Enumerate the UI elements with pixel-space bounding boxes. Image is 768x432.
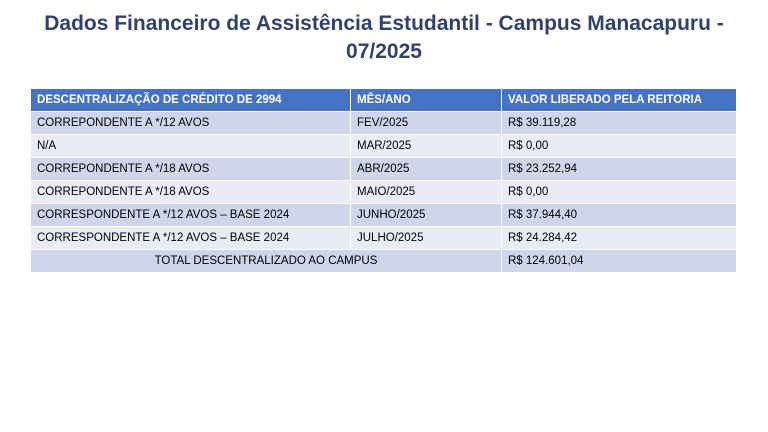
cell-mes-ano: JULHO/2025 <box>351 227 502 250</box>
cell-descricao: CORREPONDENTE A */18 AVOS <box>31 181 351 204</box>
table-row: N/A MAR/2025 R$ 0,00 <box>31 135 736 158</box>
table-header-row: DESCENTRALIZAÇÃO DE CRÉDITO DE 2994 MÊS/… <box>31 89 736 112</box>
total-label: TOTAL DESCENTRALIZADO AO CAMPUS <box>31 250 502 273</box>
cell-descricao: CORRESPONDENTE A */12 AVOS – BASE 2024 <box>31 227 351 250</box>
cell-descricao: CORREPONDENTE A */12 AVOS <box>31 112 351 135</box>
cell-descricao: CORRESPONDENTE A */12 AVOS – BASE 2024 <box>31 204 351 227</box>
financial-table: DESCENTRALIZAÇÃO DE CRÉDITO DE 2994 MÊS/… <box>31 89 736 273</box>
cell-descricao: N/A <box>31 135 351 158</box>
table-row: CORREPONDENTE A */12 AVOS FEV/2025 R$ 39… <box>31 112 736 135</box>
table-row: CORRESPONDENTE A */12 AVOS – BASE 2024 J… <box>31 204 736 227</box>
cell-valor: R$ 37.944,40 <box>502 204 736 227</box>
total-row: TOTAL DESCENTRALIZADO AO CAMPUS R$ 124.6… <box>31 250 736 273</box>
cell-descricao: CORREPONDENTE A */18 AVOS <box>31 158 351 181</box>
cell-valor: R$ 23.252,94 <box>502 158 736 181</box>
cell-mes-ano: MAR/2025 <box>351 135 502 158</box>
table-row: CORRESPONDENTE A */12 AVOS – BASE 2024 J… <box>31 227 736 250</box>
total-value: R$ 124.601,04 <box>502 250 736 273</box>
cell-mes-ano: FEV/2025 <box>351 112 502 135</box>
cell-valor: R$ 0,00 <box>502 181 736 204</box>
cell-valor: R$ 39.119,28 <box>502 112 736 135</box>
table-row: CORREPONDENTE A */18 AVOS ABR/2025 R$ 23… <box>31 158 736 181</box>
page-title: Dados Financeiro de Assistência Estudant… <box>44 12 724 63</box>
cell-valor: R$ 0,00 <box>502 135 736 158</box>
table-row: CORREPONDENTE A */18 AVOS MAIO/2025 R$ 0… <box>31 181 736 204</box>
cell-mes-ano: JUNHO/2025 <box>351 204 502 227</box>
cell-mes-ano: MAIO/2025 <box>351 181 502 204</box>
column-header-valor-liberado: VALOR LIBERADO PELA REITORIA <box>502 89 736 112</box>
column-header-mes-ano: MÊS/ANO <box>351 89 502 112</box>
column-header-descentralizacao: DESCENTRALIZAÇÃO DE CRÉDITO DE 2994 <box>31 89 351 112</box>
cell-valor: R$ 24.284,42 <box>502 227 736 250</box>
cell-mes-ano: ABR/2025 <box>351 158 502 181</box>
